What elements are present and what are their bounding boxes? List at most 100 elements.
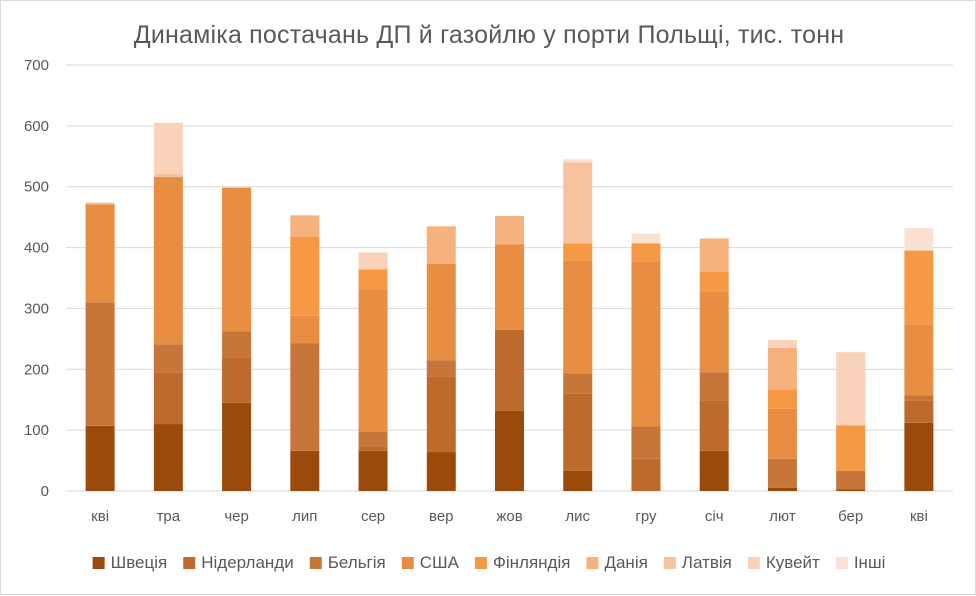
- bar-segment: [631, 233, 661, 244]
- bar-segment: [290, 215, 320, 237]
- bar-segment: [358, 252, 388, 270]
- bar-segment: [904, 228, 934, 251]
- bar-segment: [495, 244, 524, 330]
- bar-segment: [563, 393, 593, 471]
- x-tick-label: тра: [157, 508, 181, 525]
- bar-segment: [426, 376, 456, 453]
- bar-segment: [767, 487, 797, 491]
- bar-segment: [904, 400, 934, 423]
- bar-segment: [699, 400, 729, 451]
- bar-segment: [563, 373, 593, 394]
- bar-segment: [153, 424, 183, 491]
- bar-segment: [836, 425, 866, 471]
- legend-item: Нідерланди: [183, 553, 294, 572]
- bar-segment: [222, 331, 252, 358]
- bar-layer: [85, 122, 934, 491]
- bar-segment: [699, 291, 729, 373]
- bar-segment: [904, 250, 934, 325]
- legend-item: Інші: [835, 553, 886, 572]
- bar-segment: [153, 344, 183, 373]
- legend-swatch: [474, 557, 487, 569]
- bar-segment: [290, 315, 320, 344]
- x-tick-label: кві: [91, 508, 109, 525]
- axis-layer: 0 100 200 300 400 500 600 700 кві тра чер лип сер вер…: [24, 57, 928, 525]
- bar-segment: [631, 243, 661, 262]
- bar-segment: [153, 176, 183, 345]
- y-tick-label: 500: [24, 179, 49, 196]
- x-tick-label: лют: [769, 508, 796, 525]
- x-tick-label: кві: [910, 508, 928, 525]
- bar-segment: [222, 187, 252, 332]
- x-tick-label: бер: [838, 508, 863, 525]
- bar-segment: [631, 458, 661, 491]
- legend-item: Бельгія: [309, 553, 386, 572]
- bar-segment: [426, 226, 456, 265]
- bar-segment: [495, 410, 524, 491]
- legend-item: Кувейт: [747, 553, 820, 572]
- bar-segment: [290, 343, 320, 451]
- bar-segment: [563, 470, 593, 491]
- bar-segment: [153, 122, 183, 174]
- bar-segment: [767, 408, 797, 459]
- legend-item: Швеція: [92, 553, 168, 572]
- y-tick-label: 100: [24, 422, 49, 439]
- x-tick-label: жов: [496, 508, 522, 525]
- x-tick-label: вер: [429, 508, 454, 525]
- bar-segment: [836, 489, 866, 491]
- legend-item: США: [401, 553, 460, 572]
- bar-segment: [85, 204, 115, 303]
- bar-segment: [904, 422, 934, 491]
- legend-label: Латвія: [682, 553, 732, 572]
- legend-label: Данія: [604, 553, 647, 572]
- bar-segment: [358, 289, 388, 432]
- bar-segment: [767, 347, 797, 390]
- bar-segment: [426, 360, 456, 377]
- y-tick-label: 0: [41, 483, 49, 500]
- legend-label: Кувейт: [766, 553, 820, 572]
- bar-segment: [767, 340, 797, 348]
- legend-label: Інші: [854, 553, 886, 572]
- bar-segment: [290, 236, 320, 316]
- x-tick-label: лис: [565, 508, 590, 525]
- x-tick-label: сер: [361, 508, 385, 525]
- bar-segment: [563, 159, 593, 163]
- bar-segment: [631, 426, 661, 459]
- bar-segment: [836, 352, 866, 426]
- x-tick-label: січ: [705, 508, 724, 525]
- bar-segment: [767, 458, 797, 488]
- bar-segment: [767, 389, 797, 409]
- bar-segment: [222, 357, 252, 403]
- bar-segment: [699, 238, 729, 272]
- legend-label: США: [420, 553, 460, 572]
- bar-segment: [222, 186, 252, 188]
- legend-label: Швеція: [111, 553, 168, 572]
- bar-segment: [836, 470, 866, 490]
- bar-segment: [85, 302, 115, 426]
- legend-label: Нідерланди: [201, 553, 293, 572]
- bar-segment: [222, 402, 252, 491]
- legend-swatch: [183, 557, 196, 569]
- legend-swatch: [586, 557, 599, 569]
- legend-swatch: [747, 557, 760, 569]
- bar-segment: [85, 202, 115, 205]
- bar-segment: [495, 215, 524, 245]
- legend-label: Бельгія: [328, 553, 386, 572]
- x-tick-label: чер: [224, 508, 249, 525]
- legend-layer: Швеція Нідерланди Бельгія США Фінляндія Данія…: [92, 553, 886, 572]
- x-tick-label: гру: [635, 508, 657, 525]
- legend-label: Фінляндія: [493, 553, 571, 572]
- y-tick-label: 700: [24, 57, 49, 74]
- bar-segment: [153, 372, 183, 425]
- legend-swatch: [835, 557, 848, 569]
- y-tick-label: 600: [24, 118, 49, 135]
- bar-segment: [358, 431, 388, 447]
- legend-swatch: [663, 557, 676, 569]
- bar-segment: [699, 271, 729, 292]
- bar-segment: [563, 243, 593, 261]
- y-tick-label: 200: [24, 361, 49, 378]
- bar-segment: [85, 425, 115, 491]
- bar-segment: [358, 450, 388, 491]
- bar-segment: [904, 395, 934, 401]
